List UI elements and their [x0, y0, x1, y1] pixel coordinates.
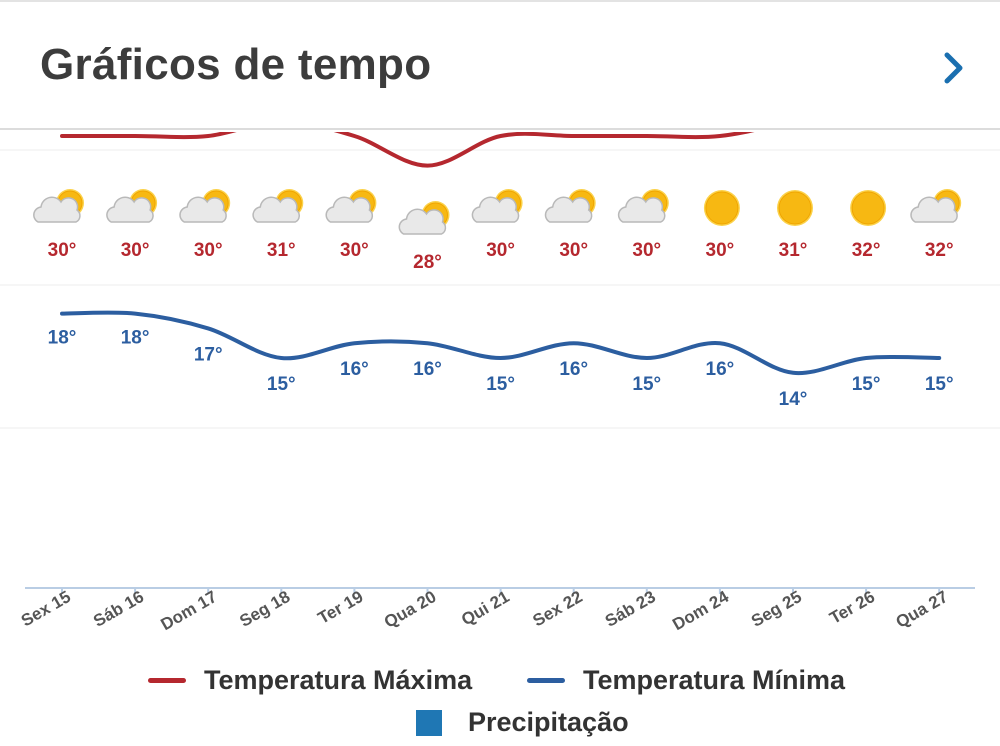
data-label-max: 30° [340, 240, 369, 261]
x-tick-label: Ter 26 [826, 587, 878, 628]
x-tick-label: Seg 25 [748, 587, 805, 631]
legend-precip-label: Precipitação [468, 707, 629, 737]
data-label-max: 30° [48, 240, 77, 261]
legend-item-min[interactable]: Temperatura Mínima [527, 665, 845, 696]
x-tick-label: Sáb 16 [90, 587, 147, 631]
data-label-min: 16° [340, 359, 369, 380]
data-label-max: 32° [852, 240, 881, 261]
data-label-max: 31° [267, 240, 296, 261]
partly-cloudy-icon [398, 201, 450, 235]
data-label-max: 30° [706, 240, 735, 261]
partly-cloudy-icon [106, 189, 158, 223]
legend-max-label: Temperatura Máxima [204, 665, 473, 695]
data-label-min: 16° [559, 359, 588, 380]
sun-icon [703, 190, 740, 226]
data-label-min: 14° [779, 389, 808, 410]
x-tick-label: Seg 18 [236, 587, 293, 631]
page-title: Gráficos de tempo [40, 40, 432, 89]
series-line-min [60, 310, 942, 376]
partly-cloudy-icon [179, 189, 231, 223]
data-label-min: 15° [267, 374, 296, 395]
data-label-max: 28° [413, 252, 442, 273]
data-label-max: 32° [925, 240, 954, 261]
data-label-min: 18° [48, 328, 77, 349]
data-label-max: 30° [632, 240, 661, 261]
x-tick-label: Sex 22 [530, 587, 586, 630]
x-tick-label: Qua 27 [893, 587, 952, 632]
partly-cloudy-icon [252, 189, 304, 223]
data-label-min: 16° [706, 359, 735, 380]
x-tick-label: Dom 17 [158, 587, 221, 634]
data-label-min: 15° [632, 374, 661, 395]
partly-cloudy-icon [471, 189, 523, 223]
data-label-min: 15° [486, 374, 515, 395]
data-label-max: 30° [486, 240, 515, 261]
data-label-min: 17° [194, 344, 223, 365]
data-label-max: 30° [194, 240, 223, 261]
series-line-max [60, 132, 755, 168]
partly-cloudy-icon [544, 189, 596, 223]
legend-max-swatch [148, 678, 186, 683]
legend-item-precip[interactable]: Precipitação [416, 707, 629, 738]
chevron-right-icon[interactable] [938, 48, 968, 88]
legend-item-max[interactable]: Temperatura Máxima [148, 665, 472, 696]
partly-cloudy-icon [617, 189, 669, 223]
data-label-max: 30° [121, 240, 150, 261]
x-tick-label: Ter 19 [315, 587, 367, 628]
x-tick-label: Sex 15 [18, 587, 74, 630]
data-label-max: 30° [559, 240, 588, 261]
data-label-max: 31° [779, 240, 808, 261]
legend-min-label: Temperatura Mínima [583, 665, 846, 695]
data-label-min: 15° [852, 374, 881, 395]
data-label-min: 18° [121, 328, 150, 349]
data-label-min: 15° [925, 374, 954, 395]
legend-precip-swatch [416, 709, 442, 736]
x-tick-label: Sáb 23 [602, 587, 659, 631]
x-tick-label: Qua 20 [381, 587, 440, 632]
header: Gráficos de tempo [0, 0, 1000, 130]
partly-cloudy-icon [910, 189, 962, 223]
partly-cloudy-icon [325, 189, 377, 223]
sun-icon [777, 190, 813, 226]
data-label-min: 16° [413, 359, 442, 380]
x-tick-label: Dom 24 [669, 587, 732, 634]
x-tick-label: Qui 21 [458, 587, 513, 629]
legend-min-swatch [527, 678, 565, 683]
weather-chart: 30° 30° 30° 31° 30° 28° 30° 30° 30° 30° 31° 32° 32° 1… [0, 132, 1000, 634]
partly-cloudy-icon [33, 189, 84, 223]
sun-icon [850, 190, 887, 226]
